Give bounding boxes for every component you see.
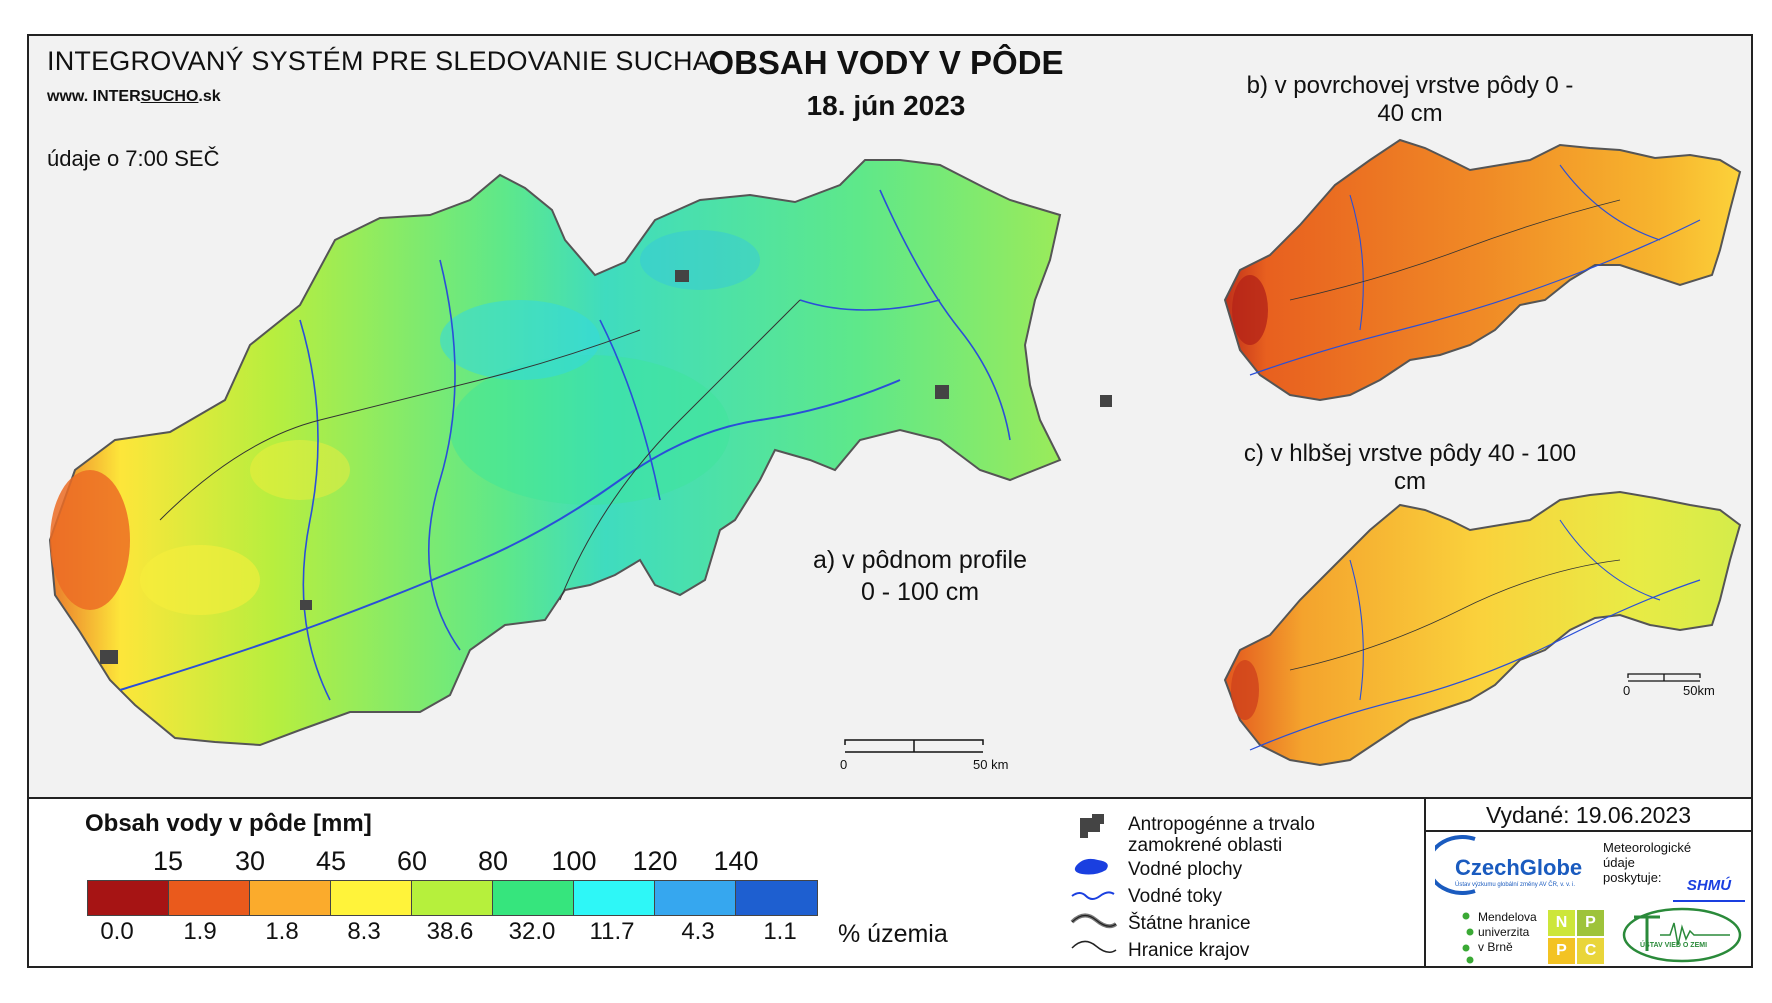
map-c-deep-layer [1223, 490, 1742, 767]
system-name: INTEGROVANÝ SYSTÉM PRE SLEDOVANIE SUCHA [47, 46, 711, 76]
map-b-label: b) v povrchovej vrstve pôdy 0 - 40 cm [1246, 72, 1574, 127]
legend-pct: 8.3 [347, 918, 381, 945]
issued-panel [1424, 797, 1753, 968]
legend-class-swatch [169, 881, 250, 915]
legend-class-swatch [250, 881, 331, 915]
map-a-scale-bar [844, 739, 984, 753]
czechglobe-logo: CzechGlobe [1455, 855, 1583, 880]
shmu-logo: SHMÚ [1673, 870, 1745, 902]
legend-class-swatch [574, 881, 655, 915]
watercourse-icon [1071, 891, 1115, 900]
uvz-logo-mark [1622, 907, 1742, 963]
legend-threshold: 80 [477, 846, 509, 876]
symbol-legend-icons [1070, 814, 1118, 953]
shmu-note: Meteorologické údaje poskytuje: [1603, 840, 1692, 885]
symbol-region-borders-label: Hranice krajov [1128, 940, 1250, 961]
region-border-icon [1071, 940, 1117, 953]
czechglobe-subtitle: Ústav výzkumu globální změny AV ČR, v. v… [1455, 882, 1576, 888]
legend-title: Obsah vody v pôde [mm] [85, 810, 372, 837]
legend-pct: 11.7 [589, 918, 635, 945]
data-time-note: údaje o 7:00 SEČ [47, 146, 220, 171]
legend-pct: 32.0 [508, 918, 556, 945]
map-a-depth: 0 - 100 cm [860, 578, 980, 606]
legend-threshold: 140 [713, 846, 759, 876]
legend-pct: 4.3 [681, 918, 715, 945]
legend-threshold: 15 [152, 846, 184, 876]
legend-threshold: 60 [396, 846, 428, 876]
legend-threshold: 100 [551, 846, 597, 876]
legend-class-swatch [331, 881, 412, 915]
anthropogenic-area-icon [1080, 814, 1104, 838]
map-a-scale-end: 50 km [973, 757, 1009, 772]
map-a-label: a) v pôdnom profile [812, 546, 1027, 574]
website-link[interactable]: www. INTERSUCHO.sk [47, 88, 221, 105]
legend-class-swatch [655, 881, 736, 915]
czechglobe-logo-mark [1435, 835, 1476, 895]
legend-pct: 38.6 [426, 918, 474, 945]
map-c-scale-bar [1627, 673, 1701, 682]
legend-class-swatch [493, 881, 574, 915]
symbol-water-courses-label: Vodné toky [1128, 886, 1223, 907]
page-date: 18. jún 2023 [806, 90, 966, 121]
legend-class-swatch [412, 881, 493, 915]
water-body-icon [1074, 858, 1108, 875]
legend-color-bar [87, 880, 818, 916]
map-c-scale-end: 50km [1683, 683, 1715, 698]
legend-threshold: 45 [315, 846, 347, 876]
legend-threshold: 120 [632, 846, 678, 876]
page-title: OBSAH VODY V PÔDE [708, 44, 1064, 81]
state-border-icon [1071, 914, 1117, 927]
uvz-logo: ÚSTAV VIED O ZEMI [1640, 942, 1708, 949]
symbol-water-bodies-label: Vodné plochy [1128, 859, 1243, 880]
legend-pct: 0.0 [100, 918, 134, 945]
legend-pct-unit: % územia [838, 920, 948, 948]
symbol-anthropogenic-label: Antropogénne a trvalo zamokrené oblasti [1128, 814, 1315, 856]
symbol-state-borders-label: Štátne hranice [1128, 913, 1251, 934]
map-a-soil-profile [48, 159, 1112, 747]
legend-pct: 1.8 [265, 918, 299, 945]
legend-class-swatch [88, 881, 169, 915]
legend-pct: 1.9 [183, 918, 217, 945]
mendel-logo: Mendelova univerzita v Brně [1478, 910, 1537, 954]
map-b-surface-layer [1223, 138, 1742, 402]
legend-class-swatch [736, 881, 817, 915]
legend-threshold: 30 [234, 846, 266, 876]
map-c-scale-start: 0 [1623, 683, 1631, 698]
issued-date: Vydané: 19.06.2023 [1485, 802, 1692, 828]
map-c-label: c) v hlbšej vrstve pôdy 40 - 100 cm [1243, 440, 1577, 495]
nppc-logo: N P P C [1548, 910, 1604, 964]
mendel-logo-dots [1462, 912, 1474, 964]
issued-divider [1424, 830, 1753, 832]
map-a-scale-start: 0 [840, 757, 848, 772]
legend-pct: 1.1 [763, 918, 797, 945]
